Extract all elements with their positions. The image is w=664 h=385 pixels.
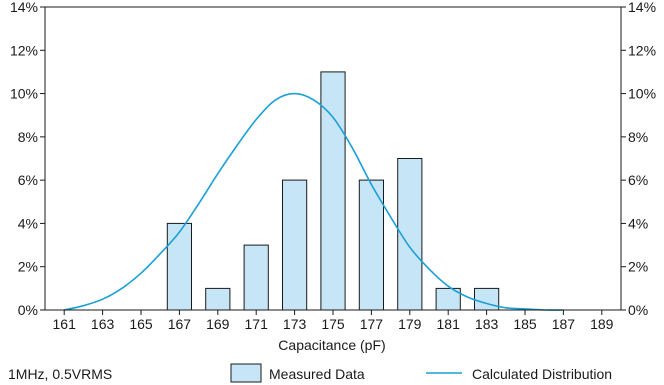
x-tick-label: 181: [437, 316, 461, 332]
legend-swatch-measured-data: [230, 363, 262, 383]
x-tick-label: 185: [513, 316, 537, 332]
y-tick-label-right: 14%: [628, 0, 656, 15]
y-tick-label-left: 12%: [10, 42, 38, 58]
bar-measured-177: [358, 179, 384, 311]
y-tick-label-right: 10%: [628, 86, 656, 102]
bar-measured-171: [243, 244, 269, 311]
bar-measured-169: [205, 287, 231, 311]
x-tick-label: 179: [398, 316, 422, 332]
y-tick-label-right: 0%: [628, 302, 648, 318]
y-tick-label-left: 14%: [10, 0, 38, 15]
x-axis-title: Capacitance (pF): [278, 337, 385, 353]
legend-label-calculated-distribution: Calculated Distribution: [472, 366, 612, 382]
x-tick-label: 173: [283, 316, 307, 332]
x-tick-label: 171: [245, 316, 269, 332]
x-tick-label: 175: [321, 316, 345, 332]
bar-measured-167: [166, 222, 193, 311]
y-tick-label-right: 4%: [628, 215, 648, 231]
y-tick-label-left: 10%: [10, 86, 38, 102]
y-tick-label-right: 6%: [628, 172, 648, 188]
x-tick-label: 163: [91, 316, 115, 332]
legend-label-measured-data: Measured Data: [269, 366, 365, 382]
y-tick-label-left: 0%: [18, 302, 38, 318]
calculated-distribution-curve: [64, 92, 564, 311]
y-tick-label-left: 4%: [18, 215, 38, 231]
x-tick-label: 161: [53, 316, 77, 332]
y-tick-label-left: 2%: [18, 259, 38, 275]
x-tick-label: 177: [360, 316, 384, 332]
x-tick-label: 187: [552, 316, 576, 332]
x-tick-label: 165: [129, 316, 153, 332]
y-tick-label-left: 8%: [18, 129, 38, 145]
y-tick-label-right: 12%: [628, 42, 656, 58]
measurement-condition-note: 1MHz, 0.5VRMS: [8, 366, 112, 382]
x-tick-label: 167: [168, 316, 192, 332]
y-tick-label-left: 6%: [18, 172, 38, 188]
x-tick-label: 169: [206, 316, 230, 332]
bar-measured-173: [282, 179, 308, 311]
y-tick-label-right: 8%: [628, 129, 648, 145]
bar-measured-175: [320, 71, 346, 311]
bar-measured-183: [474, 287, 500, 311]
x-tick-label: 189: [590, 316, 614, 332]
x-tick-label: 183: [475, 316, 499, 332]
y-tick-label-right: 2%: [628, 259, 648, 275]
